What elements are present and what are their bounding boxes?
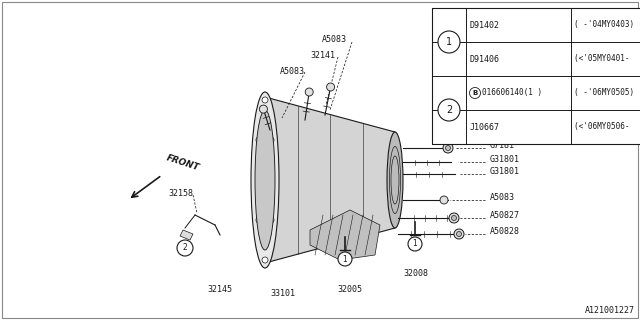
Circle shape [338,252,352,266]
Bar [432,8,640,144]
Circle shape [177,240,193,256]
Text: D91406: D91406 [470,54,500,63]
Circle shape [438,31,460,53]
Text: A121001227: A121001227 [585,306,635,315]
Text: A50827: A50827 [490,211,520,220]
Text: 1: 1 [413,239,417,249]
Text: ( -'04MY0403): ( -'04MY0403) [574,20,634,29]
Circle shape [408,237,422,251]
Circle shape [256,217,262,223]
Ellipse shape [255,110,275,250]
Text: (<'06MY0506-: (<'06MY0506- [574,123,634,132]
Text: A5083: A5083 [322,36,347,44]
Text: 32145: 32145 [207,285,232,294]
Text: 1: 1 [446,37,452,47]
Text: 32158: 32158 [168,188,193,197]
Text: 32005: 32005 [337,285,362,294]
Circle shape [256,137,262,143]
Text: G7181: G7181 [490,141,515,150]
Text: 2: 2 [182,244,188,252]
Text: 1: 1 [342,254,348,263]
Text: G31801: G31801 [490,167,520,177]
Circle shape [445,146,451,150]
Text: D91402: D91402 [470,20,500,29]
Text: (<'05MY0401-: (<'05MY0401- [574,54,634,63]
Circle shape [456,231,461,236]
Circle shape [326,83,335,91]
Text: 016606140(1 ): 016606140(1 ) [482,89,542,98]
Polygon shape [265,97,395,263]
Circle shape [262,257,268,263]
Circle shape [262,97,268,103]
Circle shape [443,143,453,153]
Circle shape [268,137,274,143]
Text: A5083: A5083 [490,194,515,203]
Text: 32008: 32008 [403,268,429,277]
Ellipse shape [251,92,279,268]
Circle shape [259,105,268,113]
Text: J10667: J10667 [470,123,500,132]
Circle shape [454,229,464,239]
Text: ( -'06MY0505): ( -'06MY0505) [574,89,634,98]
Text: 32141: 32141 [310,52,335,60]
Text: A5083: A5083 [280,67,305,76]
Circle shape [438,99,460,121]
Circle shape [451,215,456,220]
Polygon shape [310,210,380,260]
Text: FRONT: FRONT [165,153,200,172]
Circle shape [449,213,459,223]
Ellipse shape [387,132,403,228]
Text: B: B [472,90,477,96]
Circle shape [440,196,448,204]
Text: 2: 2 [446,105,452,115]
Circle shape [268,217,274,223]
Polygon shape [180,230,193,240]
Text: 33101: 33101 [271,289,296,298]
Text: G31801: G31801 [490,156,520,164]
Circle shape [305,88,313,96]
Text: A50828: A50828 [490,227,520,236]
